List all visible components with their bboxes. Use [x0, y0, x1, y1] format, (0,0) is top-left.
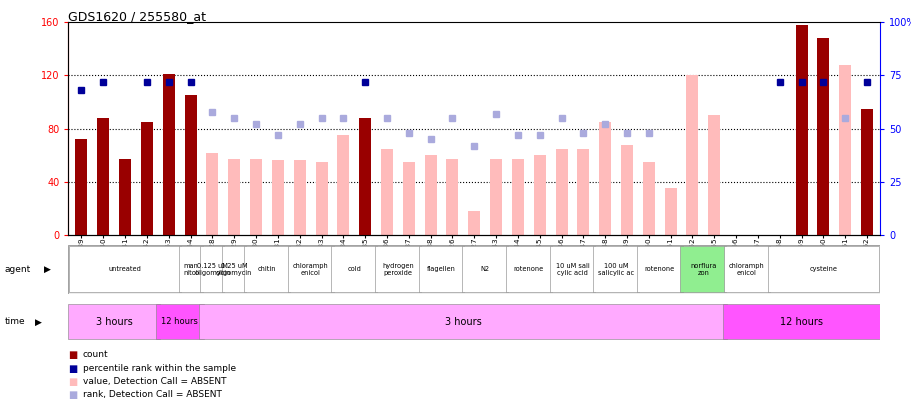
Text: chloramph
enicol: chloramph enicol: [728, 263, 764, 275]
Text: N2: N2: [480, 266, 489, 272]
Text: ■: ■: [68, 377, 77, 387]
Text: count: count: [83, 350, 108, 359]
FancyBboxPatch shape: [200, 247, 224, 292]
FancyBboxPatch shape: [287, 247, 333, 292]
Bar: [271, 160, 283, 235]
Text: agent: agent: [5, 265, 31, 274]
FancyBboxPatch shape: [179, 247, 202, 292]
Text: cysteine: cysteine: [808, 266, 836, 272]
Bar: [511, 159, 523, 235]
Bar: [76, 139, 87, 235]
Bar: [228, 159, 240, 235]
FancyBboxPatch shape: [592, 247, 639, 292]
Bar: [381, 149, 393, 235]
FancyBboxPatch shape: [722, 305, 879, 339]
Bar: [642, 162, 654, 235]
Text: 3 hours: 3 hours: [96, 317, 132, 327]
Bar: [359, 118, 371, 235]
Text: flagellen: flagellen: [426, 266, 456, 272]
Text: GDS1620 / 255580_at: GDS1620 / 255580_at: [68, 10, 206, 23]
Bar: [119, 159, 131, 235]
Text: 100 uM
salicylic ac: 100 uM salicylic ac: [598, 263, 633, 275]
Bar: [403, 162, 415, 235]
Text: cold: cold: [347, 266, 361, 272]
Bar: [664, 188, 676, 235]
Bar: [97, 118, 109, 235]
FancyBboxPatch shape: [156, 305, 203, 339]
Bar: [577, 149, 589, 235]
Text: rotenone: rotenone: [644, 266, 674, 272]
FancyBboxPatch shape: [462, 247, 507, 292]
Bar: [445, 159, 458, 235]
Bar: [206, 153, 218, 235]
FancyBboxPatch shape: [636, 247, 681, 292]
Bar: [533, 155, 545, 235]
Bar: [250, 159, 261, 235]
Text: rotenone: rotenone: [513, 266, 543, 272]
Text: percentile rank within the sample: percentile rank within the sample: [83, 364, 236, 373]
Text: time: time: [5, 318, 26, 326]
Text: norflura
zon: norflura zon: [690, 263, 716, 275]
Bar: [293, 160, 305, 235]
Text: ▶: ▶: [44, 265, 51, 274]
FancyBboxPatch shape: [69, 247, 180, 292]
Text: man
nitol: man nitol: [183, 263, 198, 275]
Bar: [489, 159, 502, 235]
Text: 10 uM sali
cylic acid: 10 uM sali cylic acid: [555, 263, 589, 275]
FancyBboxPatch shape: [767, 247, 878, 292]
Bar: [838, 65, 850, 235]
Bar: [620, 145, 632, 235]
Text: 1.25 uM
oligomycin: 1.25 uM oligomycin: [216, 263, 252, 275]
Bar: [599, 122, 610, 235]
Bar: [425, 155, 436, 235]
FancyBboxPatch shape: [549, 247, 595, 292]
FancyBboxPatch shape: [374, 247, 420, 292]
FancyBboxPatch shape: [331, 247, 377, 292]
FancyBboxPatch shape: [723, 247, 769, 292]
Bar: [708, 115, 720, 235]
Text: rank, Detection Call = ABSENT: rank, Detection Call = ABSENT: [83, 390, 221, 399]
Bar: [794, 25, 806, 235]
FancyBboxPatch shape: [222, 247, 246, 292]
FancyBboxPatch shape: [200, 305, 727, 339]
Bar: [686, 75, 698, 235]
Text: 12 hours: 12 hours: [161, 318, 198, 326]
Bar: [184, 95, 197, 235]
Bar: [816, 38, 828, 235]
Bar: [141, 122, 153, 235]
Bar: [555, 149, 567, 235]
FancyBboxPatch shape: [68, 305, 159, 339]
FancyBboxPatch shape: [244, 247, 290, 292]
Text: chitin: chitin: [258, 266, 276, 272]
Text: 3 hours: 3 hours: [445, 317, 481, 327]
Text: untreated: untreated: [108, 266, 141, 272]
FancyBboxPatch shape: [418, 247, 464, 292]
Text: 0.125 uM
oligomycin: 0.125 uM oligomycin: [194, 263, 230, 275]
Text: chloramph
enicol: chloramph enicol: [292, 263, 328, 275]
Text: value, Detection Call = ABSENT: value, Detection Call = ABSENT: [83, 377, 226, 386]
Bar: [467, 211, 480, 235]
Text: ▶: ▶: [35, 318, 42, 326]
Bar: [162, 74, 175, 235]
FancyBboxPatch shape: [506, 247, 551, 292]
Bar: [315, 162, 327, 235]
FancyBboxPatch shape: [680, 247, 725, 292]
Text: ■: ■: [68, 390, 77, 401]
Text: ■: ■: [68, 364, 77, 374]
Bar: [337, 135, 349, 235]
Text: hydrogen
peroxide: hydrogen peroxide: [382, 263, 414, 275]
Text: 12 hours: 12 hours: [779, 317, 822, 327]
Bar: [860, 109, 872, 235]
Text: ■: ■: [68, 350, 77, 360]
